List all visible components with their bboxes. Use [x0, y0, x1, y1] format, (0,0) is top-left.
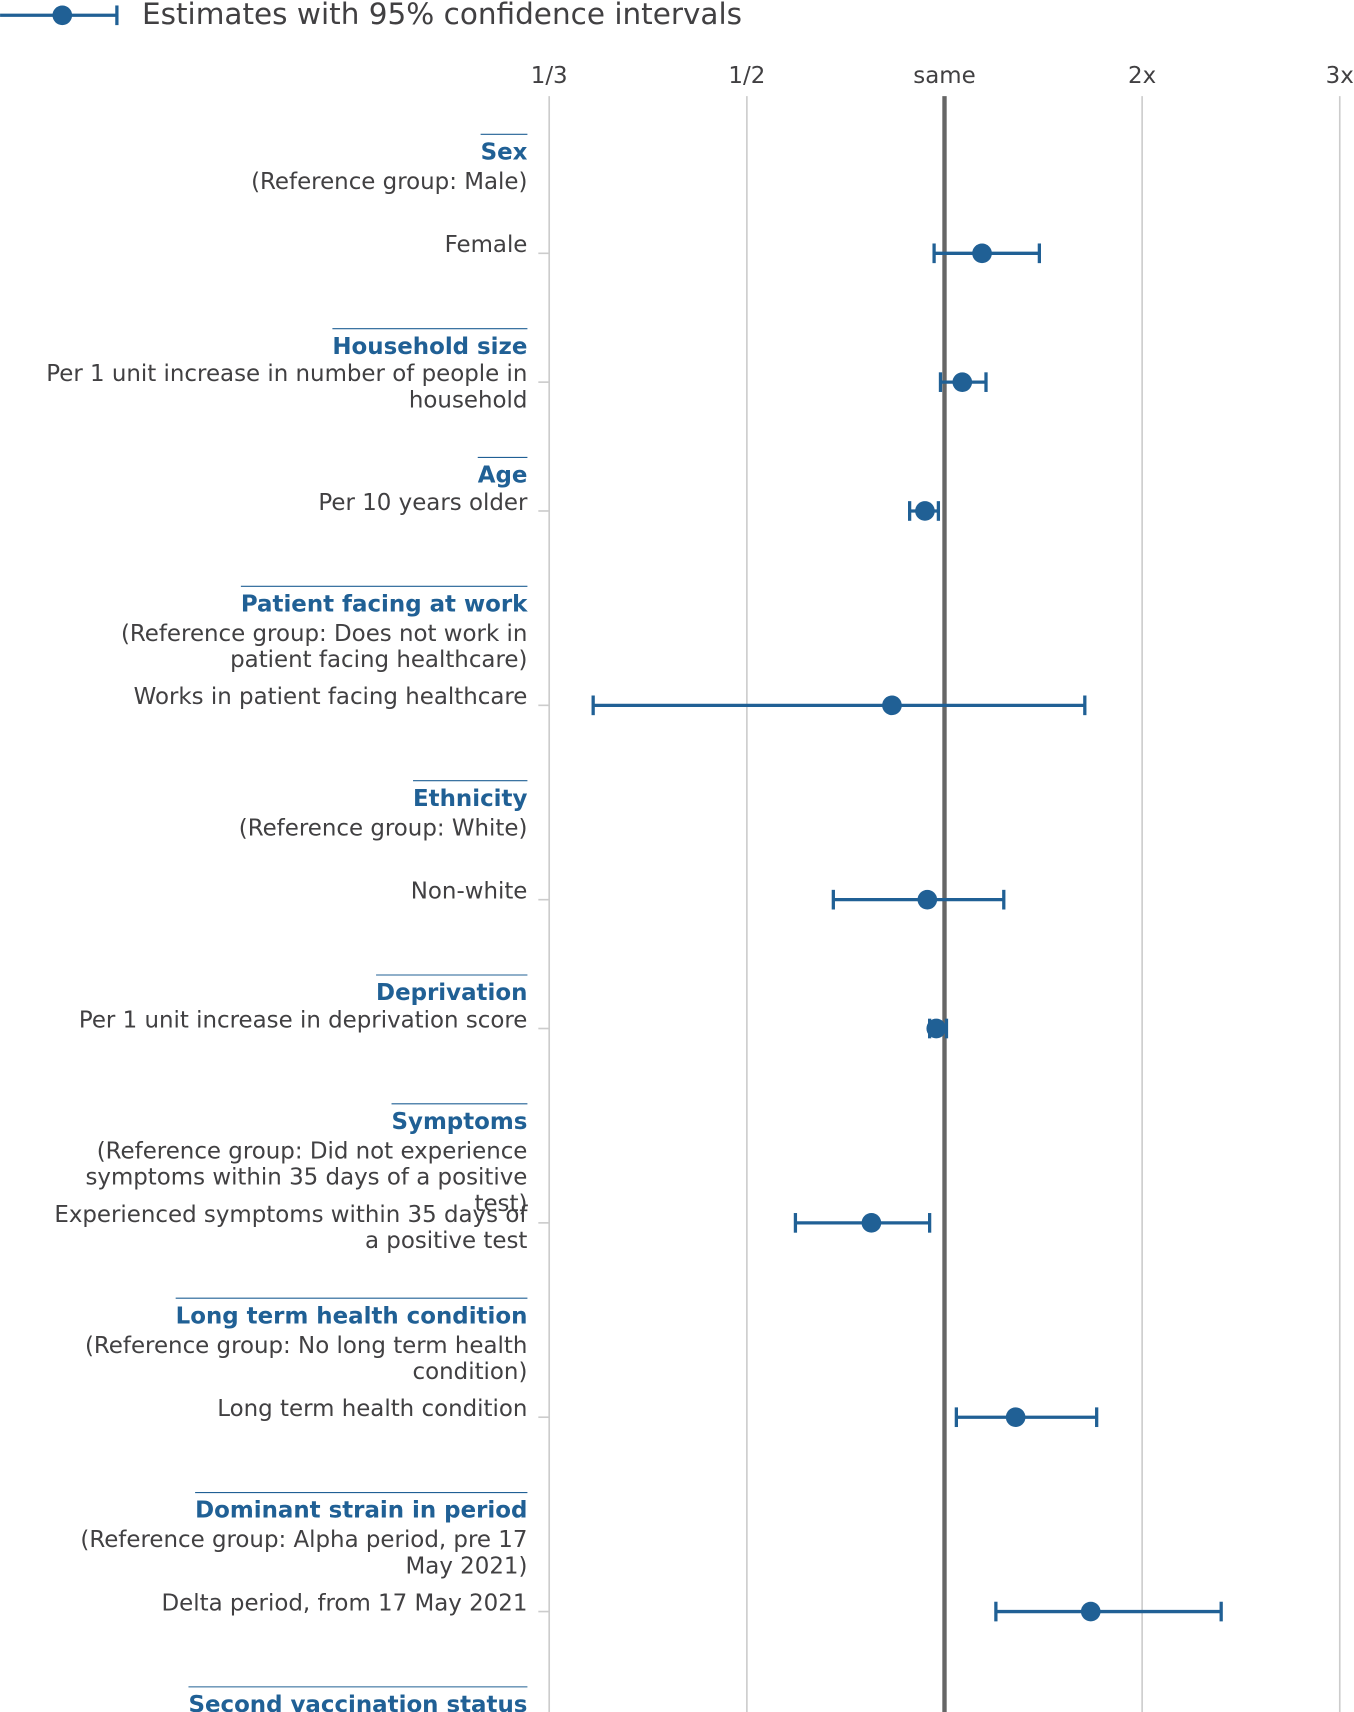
group-title: Symptoms [392, 1109, 528, 1135]
reference-text: (Reference group: Alpha period, pre 17 Ma… [80, 1527, 527, 1579]
x-tick-label: 1/3 [531, 63, 568, 89]
x-tick-label: 3x [1326, 63, 1354, 89]
group-title: Sex [481, 139, 528, 165]
row-label: Per 10 years older [318, 490, 528, 516]
row-label: Works in patient facing healthcare [134, 684, 528, 710]
estimate-point [972, 243, 992, 264]
row-label: Per 1 unit increase in number of people … [46, 361, 527, 413]
reference-text: (Reference group: Did not experience symp… [85, 1138, 527, 1216]
estimate-point [926, 1018, 947, 1039]
estimate-point [1005, 1407, 1026, 1428]
reference-text: (Reference group: No long term health con… [85, 1333, 527, 1385]
estimate-point [952, 372, 973, 392]
estimate-point [917, 889, 938, 910]
row-label: Delta period, from 17 May 2021 [162, 1590, 528, 1616]
legend-dot [52, 5, 73, 26]
group-title: Age [478, 463, 528, 489]
row-label: Long term health condition [217, 1396, 527, 1422]
estimate-point [1080, 1601, 1101, 1622]
group-title: Ethnicity [413, 786, 527, 812]
group-title: Household size [332, 334, 527, 360]
x-tick-label: 1/2 [728, 63, 765, 89]
reference-text: (Reference group: Does not work in patien… [121, 621, 527, 673]
legend-text: Estimates with 95% confidence intervals [142, 0, 742, 31]
estimate-point [915, 501, 935, 521]
group-title: Dominant strain in period [195, 1498, 527, 1524]
group-title: Long term health condition [176, 1303, 528, 1329]
row-label: Per 1 unit increase in deprivation score [79, 1007, 528, 1033]
estimate-point [882, 695, 902, 716]
row-label: Experienced symptoms within 35 days of a … [54, 1202, 528, 1254]
row-label: Female [445, 232, 528, 258]
row-label: Non-white [411, 879, 528, 905]
group-title: Second vaccination status [188, 1692, 527, 1712]
reference-text: (Reference group: White) [239, 815, 528, 841]
reference-text: (Reference group: Male) [251, 169, 527, 195]
group-title: Deprivation [376, 980, 527, 1006]
x-tick-label: same [913, 63, 975, 89]
estimate-point [861, 1213, 882, 1233]
x-tick-label: 2x [1128, 63, 1156, 89]
group-title: Patient facing at work [241, 591, 528, 617]
legend: Estimates with 95% confidence intervals [0, 0, 742, 31]
